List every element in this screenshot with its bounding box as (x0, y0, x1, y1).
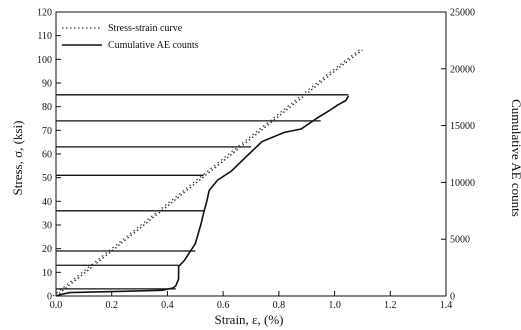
y2-tick-label: 10000 (450, 178, 475, 189)
y-tick-label: 30 (42, 221, 52, 232)
x-axis-title: Strain, ε, (%) (215, 312, 284, 327)
y-tick-label: 90 (42, 79, 52, 90)
legend: Stress-strain curve Cumulative AE counts (62, 23, 199, 51)
y-tick-label: 10 (42, 268, 52, 279)
plot-border (55, 11, 447, 297)
y-tick-label: 50 (42, 173, 52, 184)
y-tick-label: 120 (37, 8, 52, 19)
x-tick-label: 0.0 (50, 300, 63, 311)
y-tick-label: 70 (42, 126, 52, 137)
y2-tick-label: 20000 (450, 64, 475, 75)
x-tick-label: 0.4 (161, 300, 174, 311)
y-axis-title: Stress, σ, (ksi) (10, 121, 25, 196)
y2-tick-label: 25000 (450, 8, 475, 19)
y-tick-label: 0 (47, 292, 52, 303)
x-tick-label: 0.2 (105, 300, 118, 311)
plot-frame (55, 11, 447, 297)
y2-tick-label: 5000 (450, 235, 470, 246)
series-stress-strain-band (52, 49, 360, 297)
legend-label-stress-strain: Stress-strain curve (108, 23, 183, 34)
y-tick-label: 100 (37, 55, 52, 66)
ticks-layer: 0.0 0.2 0.4 0.6 0.8 1.0 1.2 1.40102030405060708… (37, 8, 475, 312)
series-ae-counts (55, 95, 350, 297)
x-tick-label: 0.8 (273, 300, 286, 311)
x-tick-label: 1.2 (384, 300, 397, 311)
series-stress-strain (55, 49, 363, 297)
y2-axis-title: Cumulative AE counts (509, 99, 521, 217)
y-tick-label: 60 (42, 150, 52, 161)
x-tick-label: 0.6 (217, 300, 230, 311)
x-tick-label: 1.0 (328, 300, 341, 311)
legend-label-ae-counts: Cumulative AE counts (108, 40, 199, 51)
series-layer (52, 49, 363, 297)
y2-tick-label: 15000 (450, 121, 475, 132)
y-tick-label: 80 (42, 102, 52, 113)
y-tick-label: 20 (42, 244, 52, 255)
x-tick-label: 1.4 (440, 300, 453, 311)
y2-tick-label: 0 (450, 292, 455, 303)
stress-level-lines (56, 94, 349, 290)
y-tick-label: 110 (37, 31, 52, 42)
y-tick-label: 40 (42, 197, 52, 208)
